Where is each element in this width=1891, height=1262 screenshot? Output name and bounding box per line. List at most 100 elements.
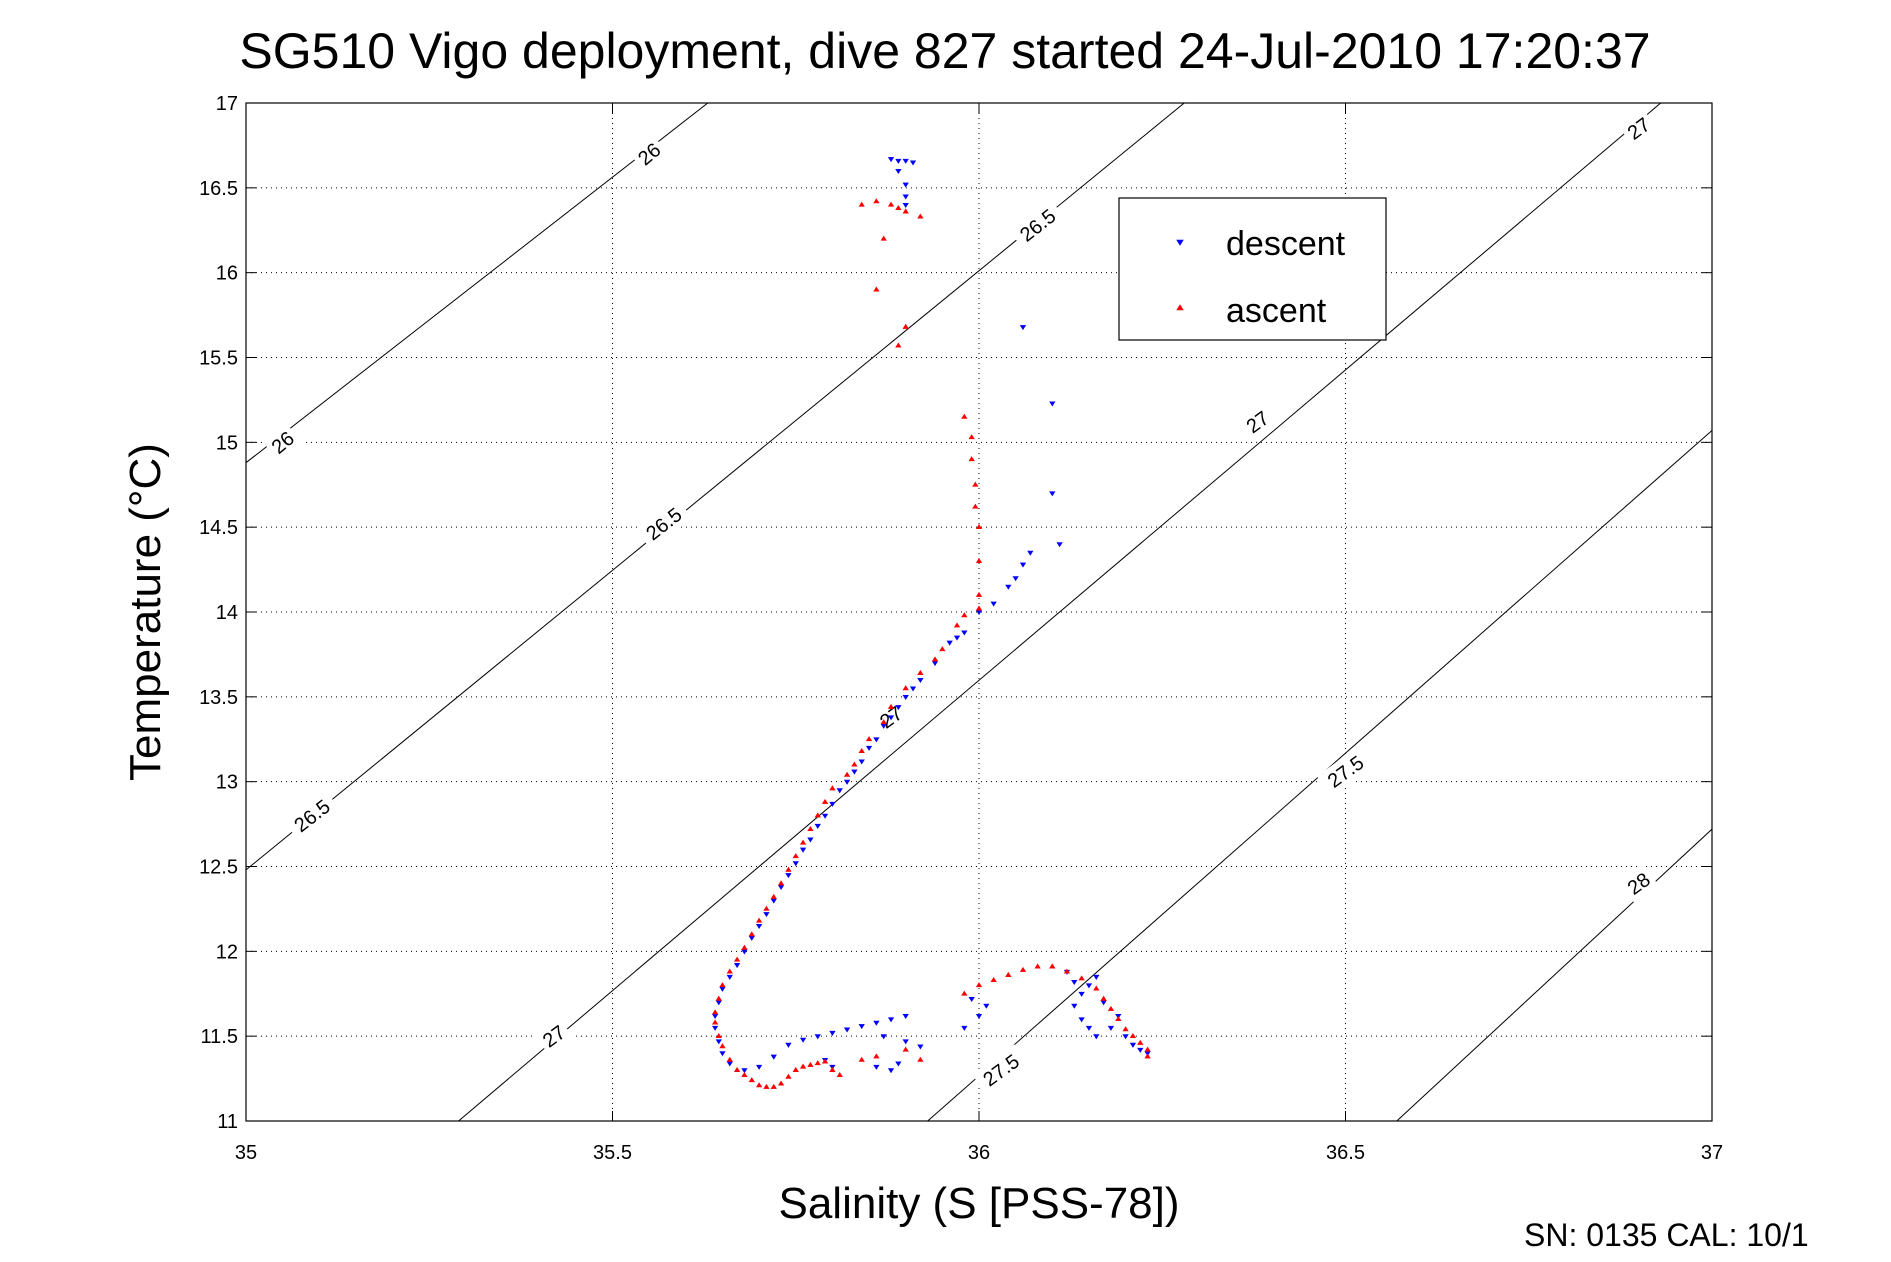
legend-label-descent: descent — [1226, 225, 1346, 263]
ascent-point — [887, 201, 895, 207]
descent-point — [902, 694, 909, 700]
ascent-point — [1107, 1005, 1115, 1011]
ascent-point — [972, 503, 979, 509]
descent-point — [748, 935, 755, 941]
ascent-point — [968, 434, 975, 440]
x-tick-label: 37 — [1701, 1142, 1723, 1164]
descent-point — [917, 678, 924, 684]
descent-point — [1129, 1042, 1137, 1048]
descent-point — [763, 912, 770, 918]
descent-point — [814, 1034, 821, 1040]
descent-point — [785, 873, 792, 879]
contour-label-background — [1316, 745, 1375, 798]
contour-label-26: 26 — [634, 139, 665, 170]
ascent-point — [873, 1053, 880, 1059]
descent-point — [902, 202, 909, 208]
descent-point — [887, 157, 895, 163]
density-contour-28 — [1396, 828, 1712, 1121]
contour-label-27: 27 — [539, 1022, 570, 1053]
legend-label-ascent: ascent — [1226, 292, 1327, 330]
ascent-point — [733, 956, 741, 962]
y-tick-label: 12 — [216, 941, 238, 963]
ascent-point — [1122, 1026, 1129, 1032]
descent-point — [821, 813, 829, 819]
descent-point — [829, 1030, 836, 1036]
ascent-point — [858, 201, 865, 207]
descent-point — [1100, 1000, 1107, 1006]
ascent-point — [733, 1066, 741, 1072]
ascent-point — [975, 605, 983, 611]
density-contour-27 — [458, 103, 1662, 1121]
descent-point — [1019, 562, 1027, 568]
ascent-point — [785, 866, 792, 872]
ascent-point — [711, 1019, 719, 1025]
data-points — [711, 157, 1151, 1089]
ascent-point — [961, 990, 968, 996]
descent-point — [770, 898, 777, 904]
descent-point — [902, 182, 909, 188]
ascent-point — [821, 1058, 829, 1064]
descent-point — [755, 924, 763, 930]
y-tick-label: 14.5 — [199, 517, 238, 539]
descent-point — [975, 1013, 983, 1019]
descent-point — [1085, 1025, 1093, 1031]
footer-calibration: SN: 0135 CAL: 10/1 — [1524, 1217, 1809, 1253]
ascent-point — [748, 1077, 755, 1083]
ascent-point — [873, 198, 880, 204]
legend-marker-ascent — [1176, 304, 1184, 311]
descent-point — [1012, 576, 1019, 582]
ascent-point — [972, 481, 979, 487]
descent-point — [873, 1020, 880, 1026]
contour-label-background — [1237, 402, 1278, 442]
descent-point — [961, 1025, 968, 1031]
y-tick-label: 17 — [216, 93, 238, 115]
ascent-point — [975, 557, 983, 563]
contour-label-background — [972, 1044, 1030, 1096]
descent-point — [1093, 1034, 1100, 1040]
ascent-point — [1144, 1053, 1151, 1059]
descent-point — [895, 158, 902, 164]
ascent-point — [880, 235, 887, 241]
contour-label-background — [1618, 109, 1659, 148]
descent-point — [770, 1054, 777, 1060]
descent-point — [785, 1042, 792, 1048]
ascent-point — [1005, 971, 1012, 977]
ascent-point — [763, 1083, 770, 1089]
descent-point — [741, 1068, 748, 1074]
descent-point — [726, 974, 733, 980]
contour-label-background — [1009, 198, 1067, 252]
descent-point — [1093, 974, 1100, 980]
descent-point — [865, 745, 873, 751]
descent-point — [719, 986, 726, 992]
contour-label-background — [635, 497, 693, 551]
legend-marker-ascent — [1176, 304, 1184, 311]
ascent-point — [763, 905, 770, 911]
descent-point — [887, 1017, 895, 1023]
descent-point — [711, 1013, 719, 1019]
descent-point — [895, 169, 902, 175]
x-tick-label: 35 — [235, 1142, 257, 1164]
descent-point — [1078, 991, 1085, 997]
ascent-point — [975, 982, 983, 988]
ascent-point — [785, 1073, 792, 1079]
y-tick-label: 13 — [216, 772, 238, 794]
ascent-point — [829, 785, 836, 791]
descent-point — [799, 1037, 807, 1043]
ascent-point — [777, 880, 785, 886]
ascent-point — [1093, 985, 1100, 991]
descent-point — [1071, 1003, 1078, 1009]
ascent-point — [873, 286, 880, 292]
ascent-point — [939, 646, 946, 652]
contour-label-background — [534, 1016, 574, 1056]
ascent-point — [917, 1056, 924, 1062]
ascent-point — [741, 944, 748, 950]
ascent-point — [961, 612, 968, 618]
ascent-point — [858, 747, 865, 753]
x-axis-label: Salinity (S [PSS-78]) — [778, 1179, 1179, 1228]
ascent-point — [917, 669, 924, 675]
descent-point — [1078, 1017, 1085, 1023]
descent-point — [741, 949, 748, 955]
descent-point — [990, 601, 997, 607]
